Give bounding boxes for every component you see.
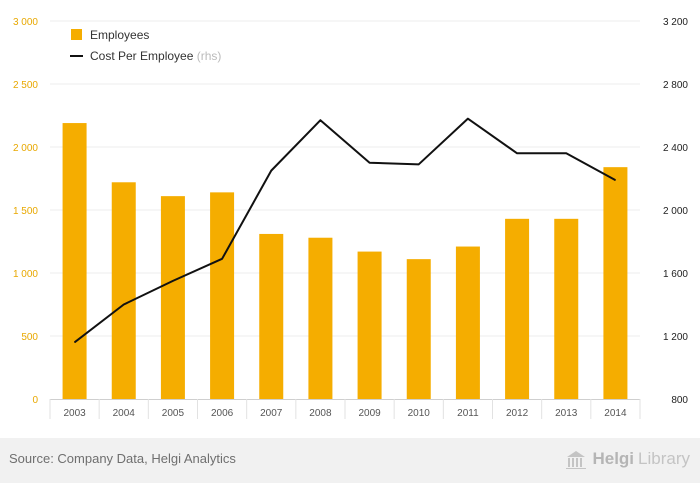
bar [160,196,185,399]
y-right-tick-label: 2 800 [663,80,688,91]
y-left-tick-label: 500 [21,332,38,343]
source-text: Source: Company Data, Helgi Analytics [9,451,236,466]
y-right-tick-label: 3 200 [663,17,688,28]
bar [357,251,382,399]
x-tick-label: 2007 [260,408,283,419]
brand-name-part1: Helgi [592,449,635,468]
y-left-tick-label: 3 000 [13,17,38,28]
y-right-tick-label: 800 [671,395,688,406]
bar [210,192,235,399]
y-left-tick-label: 1 000 [13,269,38,280]
line-point [614,179,616,181]
y-left-tick-label: 0 [32,395,38,406]
legend-swatch-employees [71,29,82,40]
x-tick-label: 2011 [457,408,479,419]
brand-name-part2: Library [638,449,690,468]
x-tick-label: 2009 [358,408,381,419]
y-left-tick-label: 1 500 [13,206,38,217]
line-point [369,162,371,164]
y-right-tick-label: 2 000 [663,206,688,217]
line-point [418,163,420,165]
x-tick-label: 2005 [162,408,185,419]
x-tick-label: 2014 [604,408,627,419]
legend-label-cost: Cost Per Employee (rhs) [90,49,221,63]
x-tick-label: 2003 [63,408,86,419]
x-tick-label: 2012 [506,408,529,419]
brand-logo[interactable]: Helgi Library [564,448,690,470]
y-right-tick-label: 2 400 [663,143,688,154]
library-building-icon [566,451,587,469]
y-left-tick-label: 2 000 [13,143,38,154]
y-left-tick-label: 2 500 [13,80,38,91]
line-point [319,119,321,121]
x-tick-label: 2013 [555,408,578,419]
bar [259,233,284,399]
x-tick-label: 2004 [113,408,136,419]
x-tick-label: 2006 [211,408,234,419]
x-tick-label: 2010 [408,408,431,419]
line-point [467,118,469,120]
y-right-tick-label: 1 600 [663,269,688,280]
bar [455,246,480,399]
x-tick-label: 2008 [309,408,332,419]
legend-label-employees: Employees [90,28,149,42]
bar [308,237,333,399]
line-point [172,280,174,282]
footer: Source: Company Data, Helgi Analytics He… [0,438,700,483]
line-point [123,304,125,305]
bar [603,167,628,399]
line-point [516,152,518,154]
bar [554,218,579,399]
line-point [565,152,567,154]
bar [62,123,87,399]
y-right-tick-label: 1 200 [663,332,688,343]
line-point [74,341,76,343]
legend-label-rhs: (rhs) [197,49,222,63]
combo-chart: 0 500 1 000 1 500 2 000 2 500 3 000 800 1 200 1 6… [13,17,688,419]
bar [111,182,136,399]
line-point [221,258,223,260]
cost-per-employee-line [73,117,616,344]
line-point [270,170,272,172]
bar [406,259,431,399]
bar [505,218,530,399]
